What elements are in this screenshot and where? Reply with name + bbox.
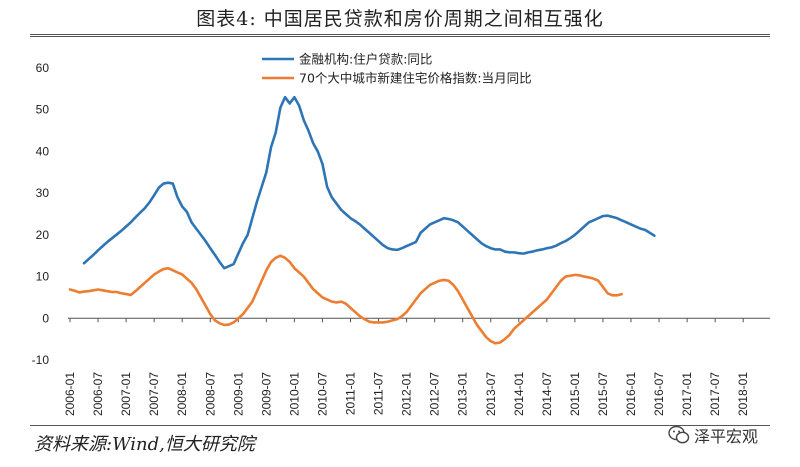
watermark-text: 泽平宏观 (694, 427, 759, 446)
x-tick-label: 2014-07 (540, 372, 554, 416)
legend-label-2: 70个大中城市新建住宅价格指数:当月同比 (299, 71, 532, 86)
legend: 金融机构:住户贷款:同比 70个大中城市新建住宅价格指数:当月同比 (262, 52, 532, 86)
x-tick-label: 2006-07 (91, 372, 105, 416)
x-tick-label: 2006-01 (63, 372, 77, 416)
y-tick-label: 30 (36, 186, 50, 200)
x-tick-label: 2007-07 (147, 372, 161, 416)
x-tick-label: 2013-07 (484, 372, 498, 416)
y-tick-label: 0 (42, 311, 49, 325)
source-note: 资料来源:Wind,恒大研究院 (34, 434, 255, 455)
title-top-rule (30, 34, 770, 35)
series-layer (68, 95, 656, 345)
x-tick-label: 2010-07 (315, 372, 329, 416)
y-tick-label: 50 (36, 103, 50, 117)
x-tick-label: 2017-07 (708, 372, 722, 416)
y-tick-label: 60 (36, 61, 50, 75)
title-bottom-rule (30, 36, 770, 37)
wechat-icon (668, 425, 690, 444)
series-line-2 (68, 254, 623, 345)
x-tick-label: 2018-01 (736, 372, 750, 416)
x-tick-label: 2011-01 (344, 372, 358, 415)
x-axis: 2006-01 2006-07 2007-01 2007-07 2008-01 2008-… (63, 318, 750, 416)
y-axis: -10 0 10 20 30 40 50 60 (32, 61, 770, 367)
y-tick-label: 10 (36, 270, 50, 284)
series-line-1 (82, 95, 656, 270)
y-tick-label: 20 (36, 228, 50, 242)
source-rule (30, 425, 770, 426)
x-tick-label: 2011-07 (372, 372, 386, 415)
x-tick-label: 2012-01 (400, 372, 414, 416)
x-tick-label: 2016-01 (624, 372, 638, 416)
x-tick-label: 2007-01 (119, 372, 133, 416)
x-tick-label: 2015-07 (596, 372, 610, 416)
x-tick-label: 2008-01 (175, 372, 189, 416)
x-tick-label: 2012-07 (428, 372, 442, 416)
x-tick-label: 2014-01 (512, 372, 526, 416)
x-tick-label: 2010-01 (287, 372, 301, 416)
x-tick-label: 2013-01 (456, 372, 470, 416)
y-tick-label: -10 (32, 353, 50, 367)
x-tick-label: 2017-01 (680, 372, 694, 416)
watermark: 泽平宏观 (668, 423, 758, 447)
x-tick-label: 2016-07 (652, 372, 666, 416)
legend-label-1: 金融机构:住户贷款:同比 (299, 52, 432, 67)
x-tick-label: 2015-01 (568, 372, 582, 416)
x-tick-label: 2009-01 (231, 372, 245, 416)
y-tick-label: 40 (36, 144, 50, 158)
chart-title: 图表4: 中国居民贷款和房价周期之间相互强化 (196, 8, 604, 30)
x-tick-label: 2008-07 (203, 372, 217, 416)
x-tick-label: 2009-07 (259, 372, 273, 416)
